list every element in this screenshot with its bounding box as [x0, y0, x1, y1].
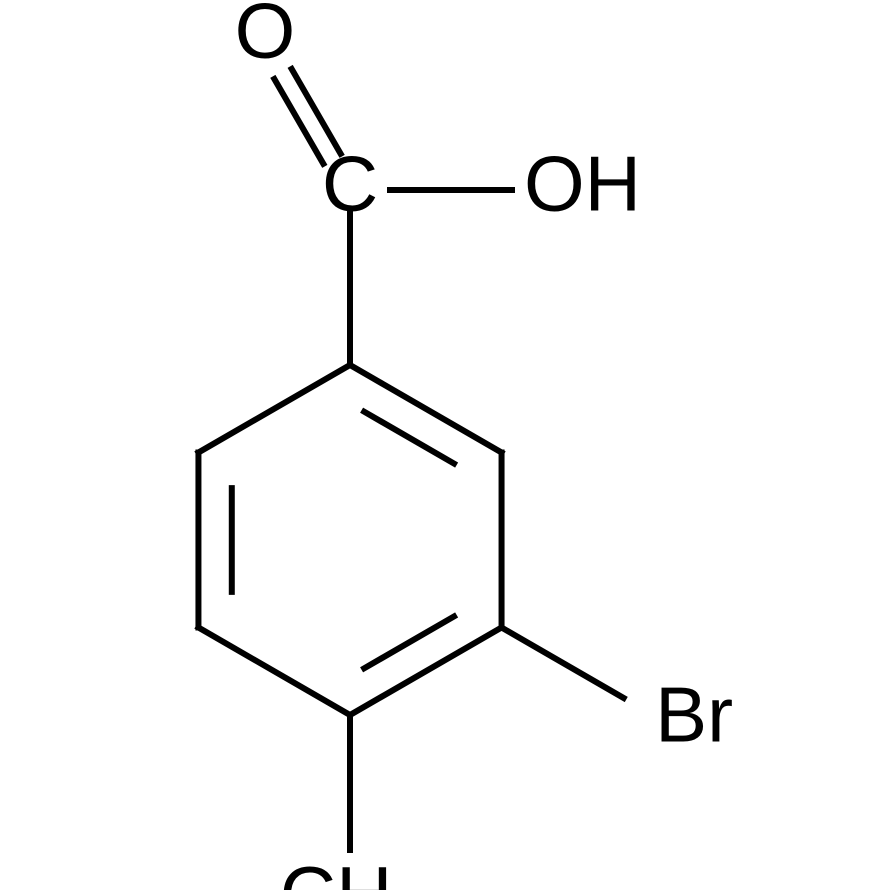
- atom-label-oh: OH: [524, 140, 641, 228]
- atom-label-c: C: [322, 140, 378, 228]
- atom-label-ch3: CH3: [280, 850, 420, 890]
- atom-label-o: O: [235, 0, 296, 74]
- atom-label-br: Br: [655, 671, 733, 759]
- chemical-structure-diagram: C OH O Br CH3: [0, 0, 890, 890]
